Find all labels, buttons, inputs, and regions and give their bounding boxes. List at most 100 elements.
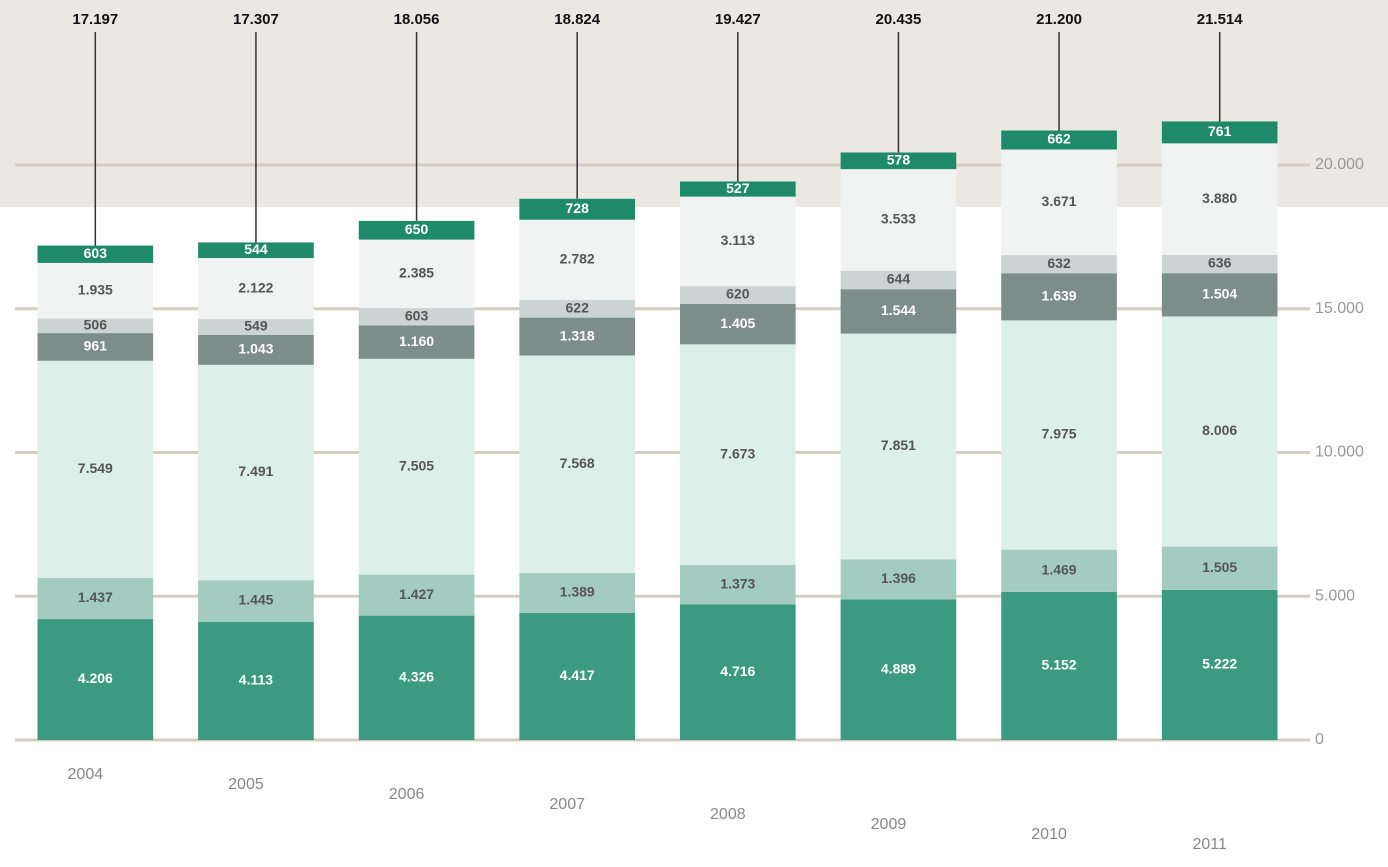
bar-segment bbox=[1161, 316, 1278, 547]
segment-label: 7.505 bbox=[399, 457, 434, 473]
x-tick-label: 2006 bbox=[389, 786, 425, 803]
bar-segment bbox=[37, 318, 154, 334]
segment-label: 4.113 bbox=[239, 672, 273, 688]
bar-segment bbox=[37, 245, 154, 263]
x-tick-label: 2008 bbox=[710, 806, 746, 823]
bar-segment bbox=[519, 317, 636, 356]
segment-label: 4.716 bbox=[720, 663, 755, 679]
x-tick-label: 2007 bbox=[549, 796, 585, 813]
bar-segment bbox=[1161, 143, 1278, 255]
y-tick-label: 15.000 bbox=[1315, 300, 1364, 317]
x-tick-label: 2011 bbox=[1192, 836, 1227, 853]
segment-label: 603 bbox=[84, 245, 108, 261]
y-tick-label: 5.000 bbox=[1315, 587, 1355, 604]
bar-segment bbox=[198, 319, 314, 335]
bar-segment bbox=[358, 615, 475, 740]
bar-segment bbox=[1001, 149, 1117, 256]
bar-segment bbox=[198, 258, 314, 320]
segment-label: 622 bbox=[566, 299, 590, 315]
segment-label: 527 bbox=[726, 180, 750, 196]
segment-label: 1.160 bbox=[399, 333, 434, 349]
bar-segment bbox=[519, 355, 636, 574]
background-band bbox=[0, 0, 1388, 207]
segment-label: 3.533 bbox=[881, 211, 916, 227]
total-label: 18.056 bbox=[394, 11, 440, 28]
bar-segment bbox=[1001, 591, 1117, 740]
bar-segment bbox=[679, 604, 796, 740]
bar-segment bbox=[679, 303, 796, 345]
segment-label: 2.782 bbox=[560, 250, 595, 266]
segment-label: 4.326 bbox=[399, 669, 434, 685]
segment-label: 1.389 bbox=[560, 584, 595, 600]
segment-label: 3.671 bbox=[1042, 193, 1077, 209]
segment-label: 8.006 bbox=[1202, 422, 1237, 438]
bar-segment bbox=[198, 580, 314, 622]
segment-label: 7.549 bbox=[78, 460, 113, 476]
segment-label: 1.427 bbox=[399, 586, 434, 602]
segment-label: 578 bbox=[887, 152, 911, 168]
bar-segment bbox=[679, 564, 796, 605]
segment-label: 1.935 bbox=[78, 281, 113, 297]
total-label: 21.514 bbox=[1197, 11, 1244, 28]
segment-label: 761 bbox=[1208, 123, 1232, 139]
bar-segment bbox=[840, 169, 957, 271]
bar-segment bbox=[840, 289, 957, 334]
segment-label: 5.152 bbox=[1042, 657, 1077, 673]
segment-label: 1.639 bbox=[1042, 288, 1077, 304]
total-label: 18.824 bbox=[554, 11, 601, 28]
total-label: 17.307 bbox=[233, 11, 279, 28]
y-tick-label: 0 bbox=[1315, 731, 1324, 748]
segment-label: 3.880 bbox=[1202, 190, 1237, 206]
segment-label: 1.373 bbox=[720, 575, 755, 591]
bar-segment bbox=[198, 364, 314, 581]
segment-label: 506 bbox=[84, 317, 108, 333]
segment-label: 5.222 bbox=[1202, 656, 1237, 672]
bar-segment bbox=[1001, 320, 1117, 550]
segment-label: 4.889 bbox=[881, 660, 916, 676]
segment-label: 4.206 bbox=[78, 670, 113, 686]
total-label: 20.435 bbox=[875, 11, 921, 28]
x-tick-label: 2005 bbox=[228, 776, 264, 793]
bar-segment bbox=[37, 360, 154, 578]
segment-label: 1.437 bbox=[78, 589, 113, 605]
segment-label: 620 bbox=[726, 286, 750, 302]
segment-label: 728 bbox=[566, 200, 590, 216]
y-tick-label: 20.000 bbox=[1315, 156, 1364, 173]
segment-label: 1.043 bbox=[238, 341, 273, 357]
bar-segment bbox=[198, 621, 314, 740]
bar-segment bbox=[519, 219, 636, 300]
segment-label: 636 bbox=[1208, 255, 1232, 271]
bar-segment bbox=[358, 358, 475, 575]
bar-segment bbox=[840, 333, 957, 560]
bar-segment bbox=[358, 325, 475, 359]
bar-segment bbox=[1161, 121, 1278, 144]
bar-segment bbox=[1161, 273, 1278, 317]
bar-segment bbox=[519, 573, 636, 614]
segment-label: 1.318 bbox=[560, 327, 595, 343]
bar-segment bbox=[519, 299, 636, 318]
segment-label: 7.568 bbox=[560, 455, 595, 471]
bar-segment bbox=[358, 574, 475, 616]
segment-label: 2.122 bbox=[238, 279, 273, 295]
bar-segment bbox=[1161, 254, 1278, 274]
total-label: 21.200 bbox=[1036, 11, 1082, 28]
segment-label: 7.673 bbox=[720, 445, 755, 461]
y-tick-label: 10.000 bbox=[1315, 444, 1364, 461]
segment-label: 650 bbox=[405, 221, 429, 237]
bar-segment bbox=[679, 286, 796, 304]
bar-segment bbox=[840, 559, 957, 600]
segment-label: 1.544 bbox=[881, 302, 916, 318]
segment-label: 662 bbox=[1047, 131, 1071, 147]
bar-segment bbox=[840, 599, 957, 740]
segment-label: 7.491 bbox=[238, 463, 273, 479]
bar-segment bbox=[358, 308, 475, 326]
bar-segment bbox=[37, 262, 154, 319]
segment-label: 1.405 bbox=[720, 315, 755, 331]
total-label: 17.197 bbox=[72, 11, 118, 28]
segment-label: 961 bbox=[84, 338, 108, 354]
segment-label: 1.504 bbox=[1202, 286, 1237, 302]
segment-label: 1.396 bbox=[881, 570, 916, 586]
segment-label: 7.851 bbox=[881, 437, 916, 453]
segment-label: 4.417 bbox=[560, 667, 595, 683]
